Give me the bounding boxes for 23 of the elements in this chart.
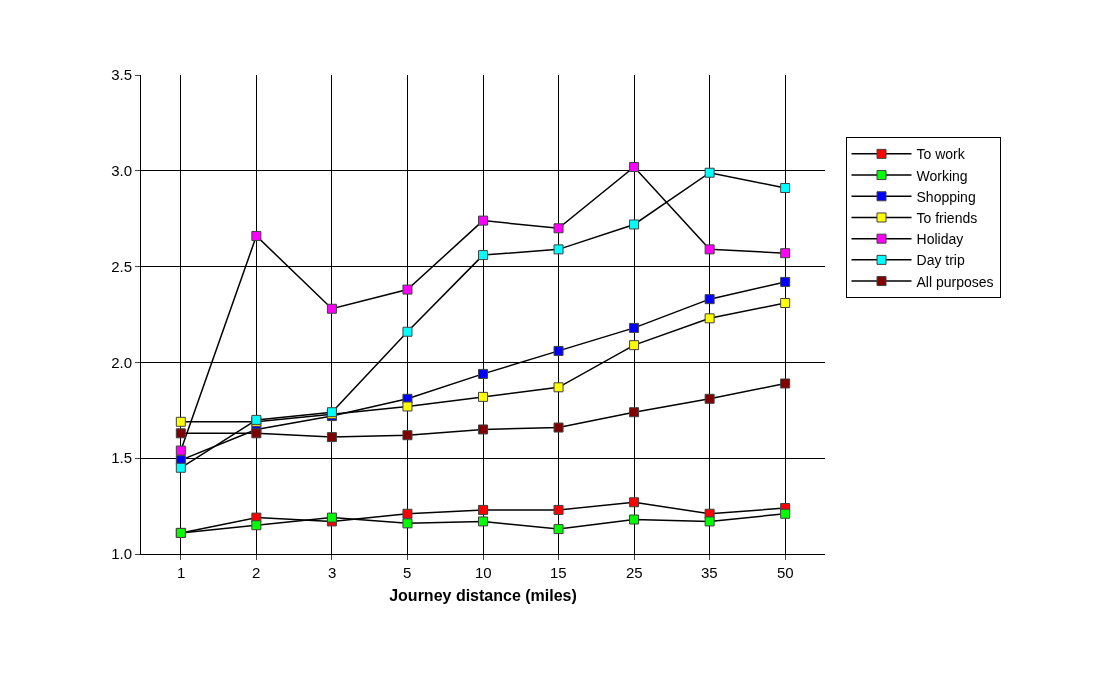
legend-label: All purposes xyxy=(916,273,994,290)
y-tick-label: 1.5 xyxy=(111,449,132,467)
x-tick-label: 5 xyxy=(403,564,412,581)
y-tick-label: 2.0 xyxy=(111,353,132,371)
legend-label: Holiday xyxy=(916,231,964,248)
x-tick-label: 2 xyxy=(252,564,261,581)
x-tick-label: 3 xyxy=(328,564,337,581)
x-tick-label: 15 xyxy=(550,564,567,581)
y-tick-label: 1.0 xyxy=(111,545,132,563)
legend-label: Shopping xyxy=(916,188,976,205)
y-tick-label: 2.5 xyxy=(111,257,132,275)
x-tick-label: 1 xyxy=(177,564,186,581)
y-tick-label: 3.0 xyxy=(111,162,132,180)
x-tick-label: 35 xyxy=(701,564,718,581)
legend-label: To friends xyxy=(916,209,978,226)
legend-label: Day trip xyxy=(916,252,965,269)
legend-label: To work xyxy=(916,146,966,163)
legend-label: Working xyxy=(916,167,968,184)
x-axis-title: Journey distance (miles) xyxy=(389,586,577,604)
x-tick-label: 25 xyxy=(626,564,643,581)
y-tick-label: 3.5 xyxy=(111,66,132,84)
x-tick-label: 10 xyxy=(475,564,492,581)
x-tick-label: 50 xyxy=(777,564,794,581)
